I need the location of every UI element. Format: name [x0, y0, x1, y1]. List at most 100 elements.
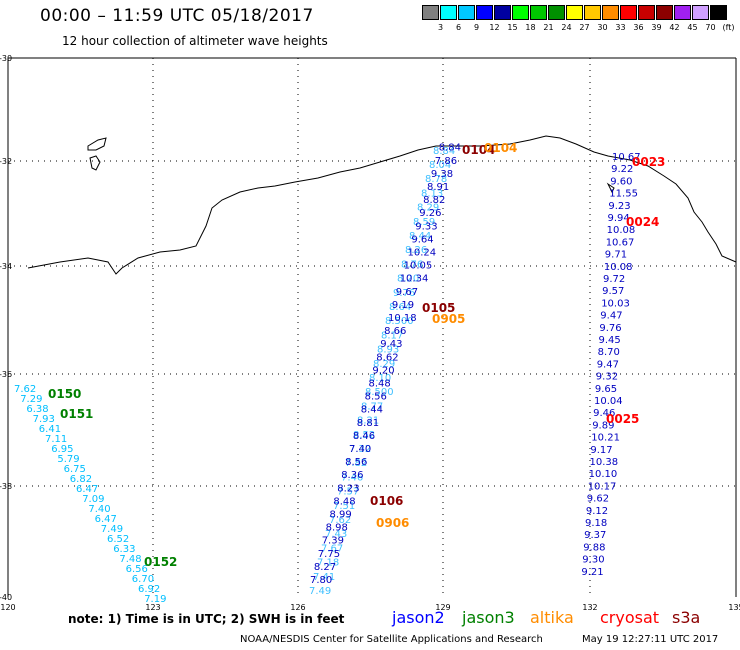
wave-height-value: 6.75 — [64, 464, 86, 475]
wave-height-value: 8.29 — [373, 359, 395, 370]
wave-height-value: 6.52 — [107, 534, 129, 545]
pass-time-label: 0105 — [422, 301, 455, 315]
wave-height-value: 9.62 — [587, 494, 609, 505]
wave-height-value: 9.47 — [597, 359, 619, 370]
wave-height-value: 8.81 — [357, 418, 379, 429]
lat-tick-label: -40 — [0, 593, 12, 602]
pass-time-label: 0152 — [144, 555, 177, 569]
wave-height-value: 7.49 — [309, 586, 331, 597]
wave-height-value: 10.17 — [588, 481, 617, 492]
wave-height-value: 8.64 — [389, 302, 411, 313]
lat-tick-label: -38 — [0, 482, 12, 491]
wave-height-value: 9.88 — [583, 542, 605, 553]
color-scale-label: 42 — [669, 23, 680, 32]
wave-height-value: 10.21 — [591, 433, 620, 444]
wave-height-value: 7.75 — [318, 549, 340, 560]
wave-height-value: 9.71 — [605, 250, 627, 261]
wave-height-value: 8.70 — [598, 347, 620, 358]
pass-time-label: 0106 — [370, 494, 403, 508]
wave-height-value: 8.99 — [330, 510, 352, 521]
wave-height-value: 10.05 — [404, 261, 433, 272]
wave-height-value: 8.36 — [341, 470, 363, 481]
wave-height-value: 8.500 — [385, 316, 414, 327]
wave-height-value: 9.17 — [590, 445, 612, 456]
color-scale-label: 30 — [597, 23, 608, 32]
wave-height-value: 10.04 — [594, 396, 623, 407]
wave-height-value: 7.57 — [337, 487, 359, 498]
wave-height-value: 6.56 — [126, 564, 148, 575]
wave-height-value: 9.45 — [599, 335, 621, 346]
color-scale-swatch — [656, 5, 673, 20]
wave-height-value: 6.82 — [70, 474, 92, 485]
color-scale-label: 3 — [437, 23, 444, 32]
pass-time-label: 0151 — [60, 407, 93, 421]
wave-height-value: 9.47 — [600, 311, 622, 322]
map-title: 00:00 – 11:59 UTC 05/18/2017 — [40, 6, 314, 26]
color-scale-swatch — [620, 5, 637, 20]
wave-height-value: 6.47 — [95, 514, 117, 525]
wave-height-value: 9.23 — [608, 201, 630, 212]
color-scale-label: 70 — [705, 23, 716, 32]
wave-height-value: 9.26 — [419, 208, 441, 219]
wave-height-value: 9.38 — [431, 169, 453, 180]
wave-height-value: 8.98 — [326, 523, 348, 534]
color-scale-label: 18 — [525, 23, 536, 32]
wave-height-value: 7.40 — [349, 444, 371, 455]
wave-height-value: 9.18 — [585, 518, 607, 529]
color-scale-label: 15 — [507, 23, 518, 32]
wave-height-value: 8.84 — [433, 146, 455, 157]
wave-height-value: 7.51 — [333, 501, 355, 512]
wave-height-value: 8.62 — [376, 352, 398, 363]
wave-height-value: 8.82 — [423, 195, 445, 206]
wave-height-value: 10.67 — [612, 152, 641, 163]
wave-height-value: 10.24 — [408, 248, 437, 259]
wave-height-value: 7.93 — [33, 414, 55, 425]
wave-height-value: 8.56 — [365, 392, 387, 403]
pass-time-label: 0104 — [484, 141, 517, 155]
legend-s3a: s3a — [672, 608, 701, 627]
legend-jason3: jason3 — [462, 608, 515, 627]
color-scale-label: 27 — [579, 23, 590, 32]
wave-height-value: 8.48 — [369, 379, 391, 390]
wave-height-value: 9.89 — [592, 420, 614, 431]
color-scale-swatch — [638, 5, 655, 20]
color-scale-swatch — [476, 5, 493, 20]
pass-time-label: 0023 — [632, 155, 665, 169]
color-scale-swatch — [458, 5, 475, 20]
wave-height-value: 8.20 — [397, 274, 419, 285]
wave-height-value: 10.03 — [601, 298, 630, 309]
wave-height-value: 8.91 — [427, 182, 449, 193]
wave-height-value: 6.70 — [132, 574, 154, 585]
wave-height-value: 9.19 — [392, 300, 414, 311]
legend-jason2: jason2 — [392, 608, 445, 627]
wave-height-value: 9.57 — [602, 286, 624, 297]
coastline-australia — [27, 135, 737, 275]
wave-height-value: 7.39 — [322, 536, 344, 547]
lat-tick-label: -30 — [0, 54, 12, 63]
wave-height-value: 9.22 — [611, 164, 633, 175]
color-scale-label: 21 — [543, 23, 554, 32]
wave-height-value: 8.84 — [439, 143, 461, 154]
wave-height-value: 7.49 — [101, 524, 123, 535]
wave-height-value: 8.10 — [369, 373, 391, 384]
wave-height-value: 9.60 — [610, 176, 632, 187]
lon-tick-label: 126 — [290, 603, 305, 612]
wave-height-value: 9.20 — [372, 365, 394, 376]
wave-height-value: 9.46 — [593, 408, 615, 419]
lon-tick-label: 120 — [0, 603, 15, 612]
wave-height-value: 9.65 — [595, 384, 617, 395]
color-scale-swatch — [494, 5, 511, 20]
wave-height-value: 8.27 — [314, 562, 336, 573]
wave-height-value: 7.18 — [317, 558, 339, 569]
pass-time-label: 0906 — [376, 516, 409, 530]
wave-height-value: 8.17 — [381, 330, 403, 341]
wave-height-value: 9.64 — [411, 234, 433, 245]
wave-height-value: 9.67 — [396, 287, 418, 298]
wave-height-value: 8.44 — [409, 231, 431, 242]
wave-height-value: 7.82 — [345, 458, 367, 469]
wave-height-value: 7.40 — [88, 504, 110, 515]
wave-height-value: 10.38 — [590, 457, 619, 468]
units-note: note: 1) Time is in UTC; 2) SWH is in fe… — [68, 612, 345, 626]
